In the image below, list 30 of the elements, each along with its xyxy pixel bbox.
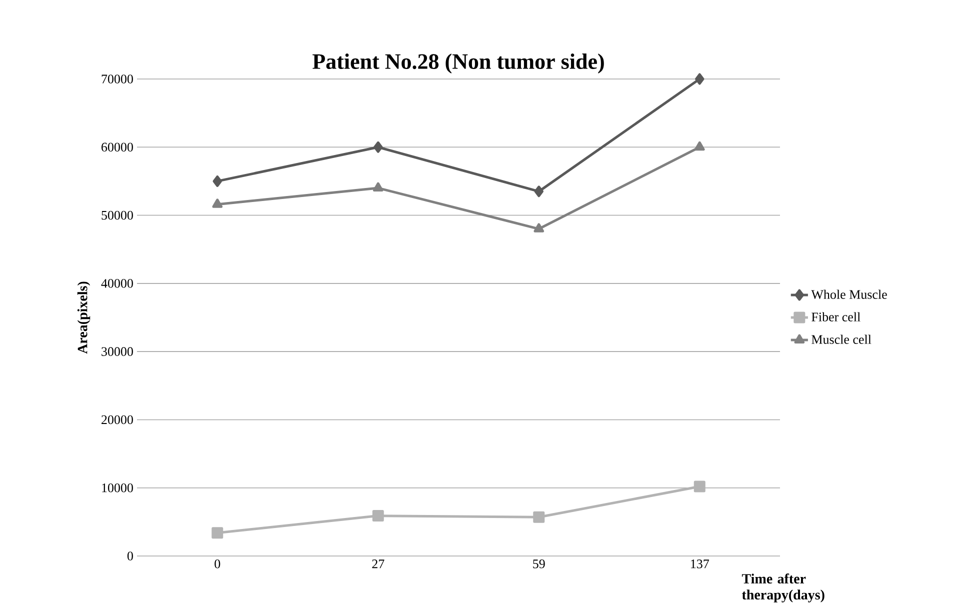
legend-label: Muscle cell — [812, 334, 872, 344]
y-tick-label: 0 — [127, 552, 133, 560]
x-tick-label: 0 — [214, 560, 220, 568]
y-tick-label: 10000 — [102, 483, 133, 492]
point — [694, 480, 706, 492]
x-tick-label: 59 — [533, 560, 545, 568]
y-tick-label: 50000 — [102, 210, 133, 220]
x-axis-title: Time after therapy(days) — [742, 574, 824, 602]
y-tick-label: 20000 — [102, 415, 133, 424]
legend-label: Whole Muscle — [811, 290, 887, 299]
point — [212, 175, 222, 187]
point — [212, 198, 223, 208]
point — [372, 510, 384, 522]
legend-label: Fiber cell — [812, 312, 860, 322]
y-axis-title: Area(pixels) — [77, 282, 90, 354]
y-tick-label: 30000 — [102, 347, 133, 356]
point — [212, 527, 224, 539]
point — [534, 186, 544, 198]
y-tick-label: 70000 — [102, 74, 133, 84]
chart-title: Patient No.28 (Non tumor side) — [312, 54, 604, 74]
x-tick-label: 27 — [372, 560, 384, 568]
point — [533, 511, 545, 523]
y-tick-label: 40000 — [101, 279, 133, 288]
point — [374, 141, 383, 153]
point — [372, 182, 384, 192]
point — [695, 73, 704, 85]
point — [534, 223, 544, 232]
point — [694, 141, 705, 151]
y-tick-label: 60000 — [102, 142, 133, 152]
x-tick-label: 137 — [691, 560, 710, 568]
